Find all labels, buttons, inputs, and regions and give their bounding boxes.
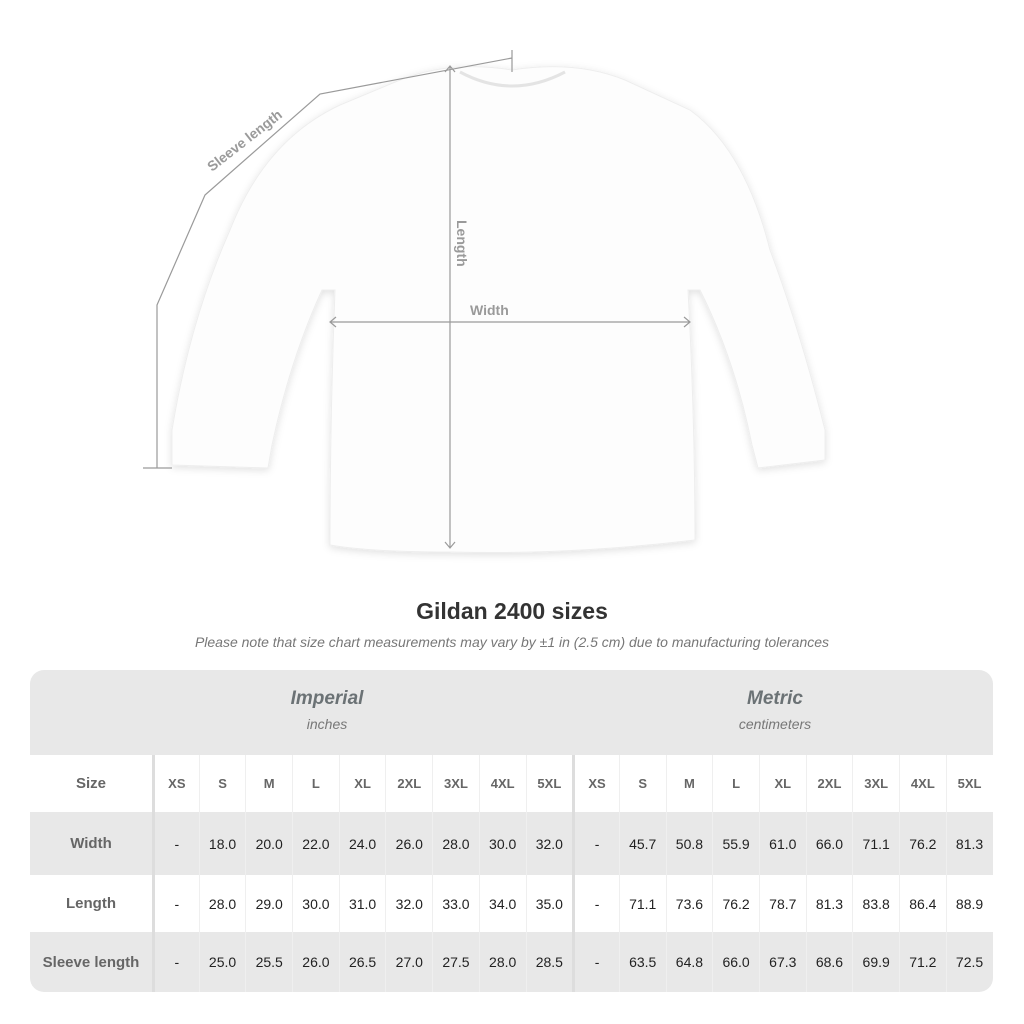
- size-table: Imperial inches Metric centimeters Size X…: [30, 670, 993, 992]
- metric-value-cell: -: [572, 932, 619, 992]
- imperial-value-cell: 26.0: [292, 932, 339, 992]
- shirt-shape: [171, 66, 826, 553]
- imperial-value-cell: 30.0: [292, 875, 339, 932]
- table-row: Length -28.0 29.0 30.0 31.0 32.0 33.0 34.0 35.0-…: [30, 875, 993, 932]
- sleeve-measure-line: [143, 50, 513, 469]
- metric-value-cell: 66.0: [712, 932, 759, 992]
- size-header-cell: L: [712, 755, 759, 812]
- size-header-cell: 4XL: [899, 755, 946, 812]
- metric-value-cell: 69.9: [852, 932, 899, 992]
- page-title: Gildan 2400 sizes: [416, 598, 608, 624]
- row-label: Length: [66, 895, 116, 912]
- metric-value-cell: 88.9: [945, 875, 993, 932]
- length-label: Length: [454, 220, 470, 267]
- metric-value-cell: 71.1: [852, 812, 899, 875]
- metric-value-cell: 72.5: [945, 932, 993, 992]
- imperial-value-cell: 33.0: [432, 875, 479, 932]
- table-header: Imperial inches Metric centimeters: [30, 670, 993, 755]
- imperial-value-cell: 25.5: [245, 932, 292, 992]
- imperial-value-cell: 28.5: [525, 932, 573, 992]
- imperial-value-cell: 25.0: [198, 932, 246, 992]
- length-measure-line: [444, 65, 456, 549]
- width-label: Width: [470, 302, 509, 318]
- size-header-cell: M: [245, 755, 292, 812]
- imperial-value-cell: 28.0: [198, 875, 246, 932]
- imperial-value-cell: 26.5: [338, 932, 386, 992]
- metric-value-cell: 63.5: [618, 932, 666, 992]
- imperial-value-cell: 22.0: [292, 812, 339, 875]
- metric-value-cell: 67.3: [758, 932, 806, 992]
- size-header-cell: XS: [572, 755, 619, 812]
- metric-value-cell: 81.3: [945, 812, 993, 875]
- size-header-cell: S: [198, 755, 246, 812]
- metric-value-cell: 76.2: [899, 812, 946, 875]
- imperial-value-cell: 27.5: [432, 932, 479, 992]
- size-header-cell: 3XL: [852, 755, 899, 812]
- imperial-value-cell: -: [152, 932, 199, 992]
- imperial-value-cell: -: [152, 875, 199, 932]
- imperial-value-cell: 31.0: [338, 875, 386, 932]
- size-header-cell: S: [618, 755, 666, 812]
- imperial-value-cell: 32.0: [385, 875, 432, 932]
- shirt-diagram: Sleeve length Length Width: [143, 50, 826, 553]
- size-header-cell: 3XL: [432, 755, 479, 812]
- metric-value-cell: 83.8: [852, 875, 899, 932]
- metric-value-cell: 64.8: [665, 932, 713, 992]
- metric-value-cell: 50.8: [665, 812, 713, 875]
- size-header-cell: XL: [758, 755, 806, 812]
- size-header-cell: 2XL: [805, 755, 853, 812]
- metric-value-cell: 45.7: [618, 812, 666, 875]
- row-label: Width: [70, 835, 112, 852]
- metric-value-cell: 78.7: [758, 875, 806, 932]
- table-row: Width -18.0 20.0 22.0 24.0 26.0 28.0 30.0 32.0-4…: [30, 812, 993, 875]
- imperial-value-cell: 35.0: [525, 875, 573, 932]
- size-header-cell: XL: [338, 755, 386, 812]
- metric-value-cell: 73.6: [665, 875, 713, 932]
- size-header-cell: L: [292, 755, 339, 812]
- metric-value-cell: 66.0: [805, 812, 853, 875]
- metric-value-cell: 55.9: [712, 812, 759, 875]
- imperial-value-cell: 24.0: [338, 812, 386, 875]
- size-header-cell: 2XL: [385, 755, 432, 812]
- imperial-value-cell: 34.0: [478, 875, 526, 932]
- metric-value-cell: -: [572, 812, 619, 875]
- imperial-value-cell: 29.0: [245, 875, 292, 932]
- metric-value-cell: 71.2: [899, 932, 946, 992]
- size-header-cell: M: [665, 755, 713, 812]
- imperial-value-cell: 30.0: [478, 812, 526, 875]
- imperial-value-cell: 28.0: [478, 932, 526, 992]
- table-row: Sleeve length -25.0 25.5 26.0 26.5 27.0 27.5 28…: [30, 932, 993, 992]
- imperial-value-cell: -: [152, 812, 199, 875]
- metric-value-cell: -: [572, 875, 619, 932]
- metric-header: Metric centimeters: [738, 688, 812, 732]
- imperial-value-cell: 32.0: [525, 812, 573, 875]
- size-header-row: Size XS S M L XL 2XL 3XL 4XL 5XL XS S M L XL 2XL 3XL 4XL 5…: [30, 755, 993, 812]
- metric-value-cell: 71.1: [618, 875, 666, 932]
- imperial-value-cell: 18.0: [198, 812, 246, 875]
- metric-value-cell: 68.6: [805, 932, 853, 992]
- imperial-value-cell: 20.0: [245, 812, 292, 875]
- tolerance-note: Please note that size chart measurements…: [194, 634, 830, 650]
- size-header-cell: 5XL: [945, 755, 993, 812]
- metric-value-cell: 81.3: [805, 875, 853, 932]
- width-measure-line: [329, 316, 691, 328]
- imperial-value-cell: 28.0: [432, 812, 479, 875]
- size-header-cell: 4XL: [478, 755, 526, 812]
- size-header-cell: 5XL: [525, 755, 573, 812]
- row-label: Sleeve length: [42, 953, 140, 971]
- metric-value-cell: 61.0: [758, 812, 806, 875]
- metric-value-cell: 76.2: [712, 875, 759, 932]
- metric-value-cell: 86.4: [899, 875, 946, 932]
- imperial-header: Imperial inches: [290, 688, 364, 732]
- row-label: Size: [75, 775, 106, 792]
- size-header-cell: XS: [152, 755, 199, 812]
- imperial-value-cell: 27.0: [385, 932, 432, 992]
- imperial-value-cell: 26.0: [385, 812, 432, 875]
